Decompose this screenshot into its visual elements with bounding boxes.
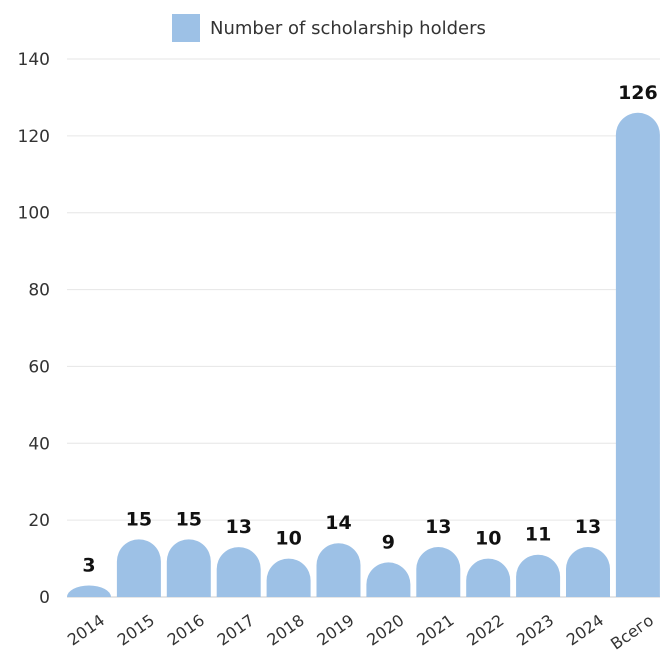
data-label-2019: 14 [325, 512, 351, 534]
x-tick-label: 2019 [313, 611, 357, 650]
x-tick-label: 2018 [264, 611, 308, 650]
x-tick-label: 2021 [413, 611, 457, 650]
bar-2024 [566, 547, 610, 597]
legend-swatch [172, 14, 200, 42]
x-tick-label: 2016 [164, 611, 208, 650]
y-tick-label: 120 [18, 127, 50, 147]
y-tick-label: 60 [28, 357, 50, 377]
bar-2014 [67, 585, 111, 597]
bar-2016 [166, 539, 211, 597]
y-tick-label: 80 [28, 281, 50, 301]
y-axis: 0 20 40 60 80 100 120 140 [18, 50, 50, 608]
bar-Всего [615, 112, 660, 597]
legend-series-name: Number of scholarship holders [210, 18, 486, 39]
x-tick-label: 2014 [64, 611, 108, 650]
y-tick-label: 40 [28, 434, 50, 454]
data-label-2017: 13 [225, 516, 251, 538]
data-label-2014: 3 [82, 554, 95, 576]
bar-2021 [416, 547, 461, 597]
data-labels: 3 15 15 13 10 14 9 13 10 11 13 126 [82, 82, 657, 577]
x-tick-label: Всего [607, 611, 657, 654]
y-tick-label: 100 [18, 204, 50, 224]
x-tick-label: 2015 [114, 611, 158, 650]
y-tick-label: 140 [18, 50, 50, 70]
bar-2015 [116, 539, 161, 597]
data-label-2024: 13 [575, 516, 601, 538]
data-label-2020: 9 [382, 531, 395, 553]
gridlines [67, 58, 660, 598]
x-tick-label: 2020 [363, 611, 407, 650]
bar-2022 [466, 558, 511, 597]
data-label-2018: 10 [275, 528, 301, 550]
x-tick-label: 2023 [513, 611, 557, 650]
bars [67, 112, 660, 597]
bar-2019 [316, 543, 361, 597]
y-tick-label: 0 [39, 588, 50, 608]
data-label-2015: 15 [126, 508, 152, 530]
data-label-Всего: 126 [618, 82, 658, 104]
bar-2017 [216, 547, 261, 597]
x-tick-label: 2024 [563, 611, 607, 650]
legend: Number of scholarship holders [172, 14, 486, 42]
data-label-2021: 13 [425, 516, 451, 538]
bar-2023 [516, 554, 561, 597]
data-label-2023: 11 [525, 524, 551, 546]
x-axis: 2014 2015 2016 2017 2018 2019 2020 2021 2022 2023… [64, 611, 657, 654]
bar-2018 [266, 558, 311, 597]
x-tick-label: 2017 [214, 611, 258, 650]
data-label-2022: 10 [475, 528, 501, 550]
x-tick-label: 2022 [463, 611, 507, 650]
y-tick-label: 20 [28, 511, 50, 531]
data-label-2016: 15 [176, 508, 202, 530]
bar-2020 [366, 562, 411, 597]
